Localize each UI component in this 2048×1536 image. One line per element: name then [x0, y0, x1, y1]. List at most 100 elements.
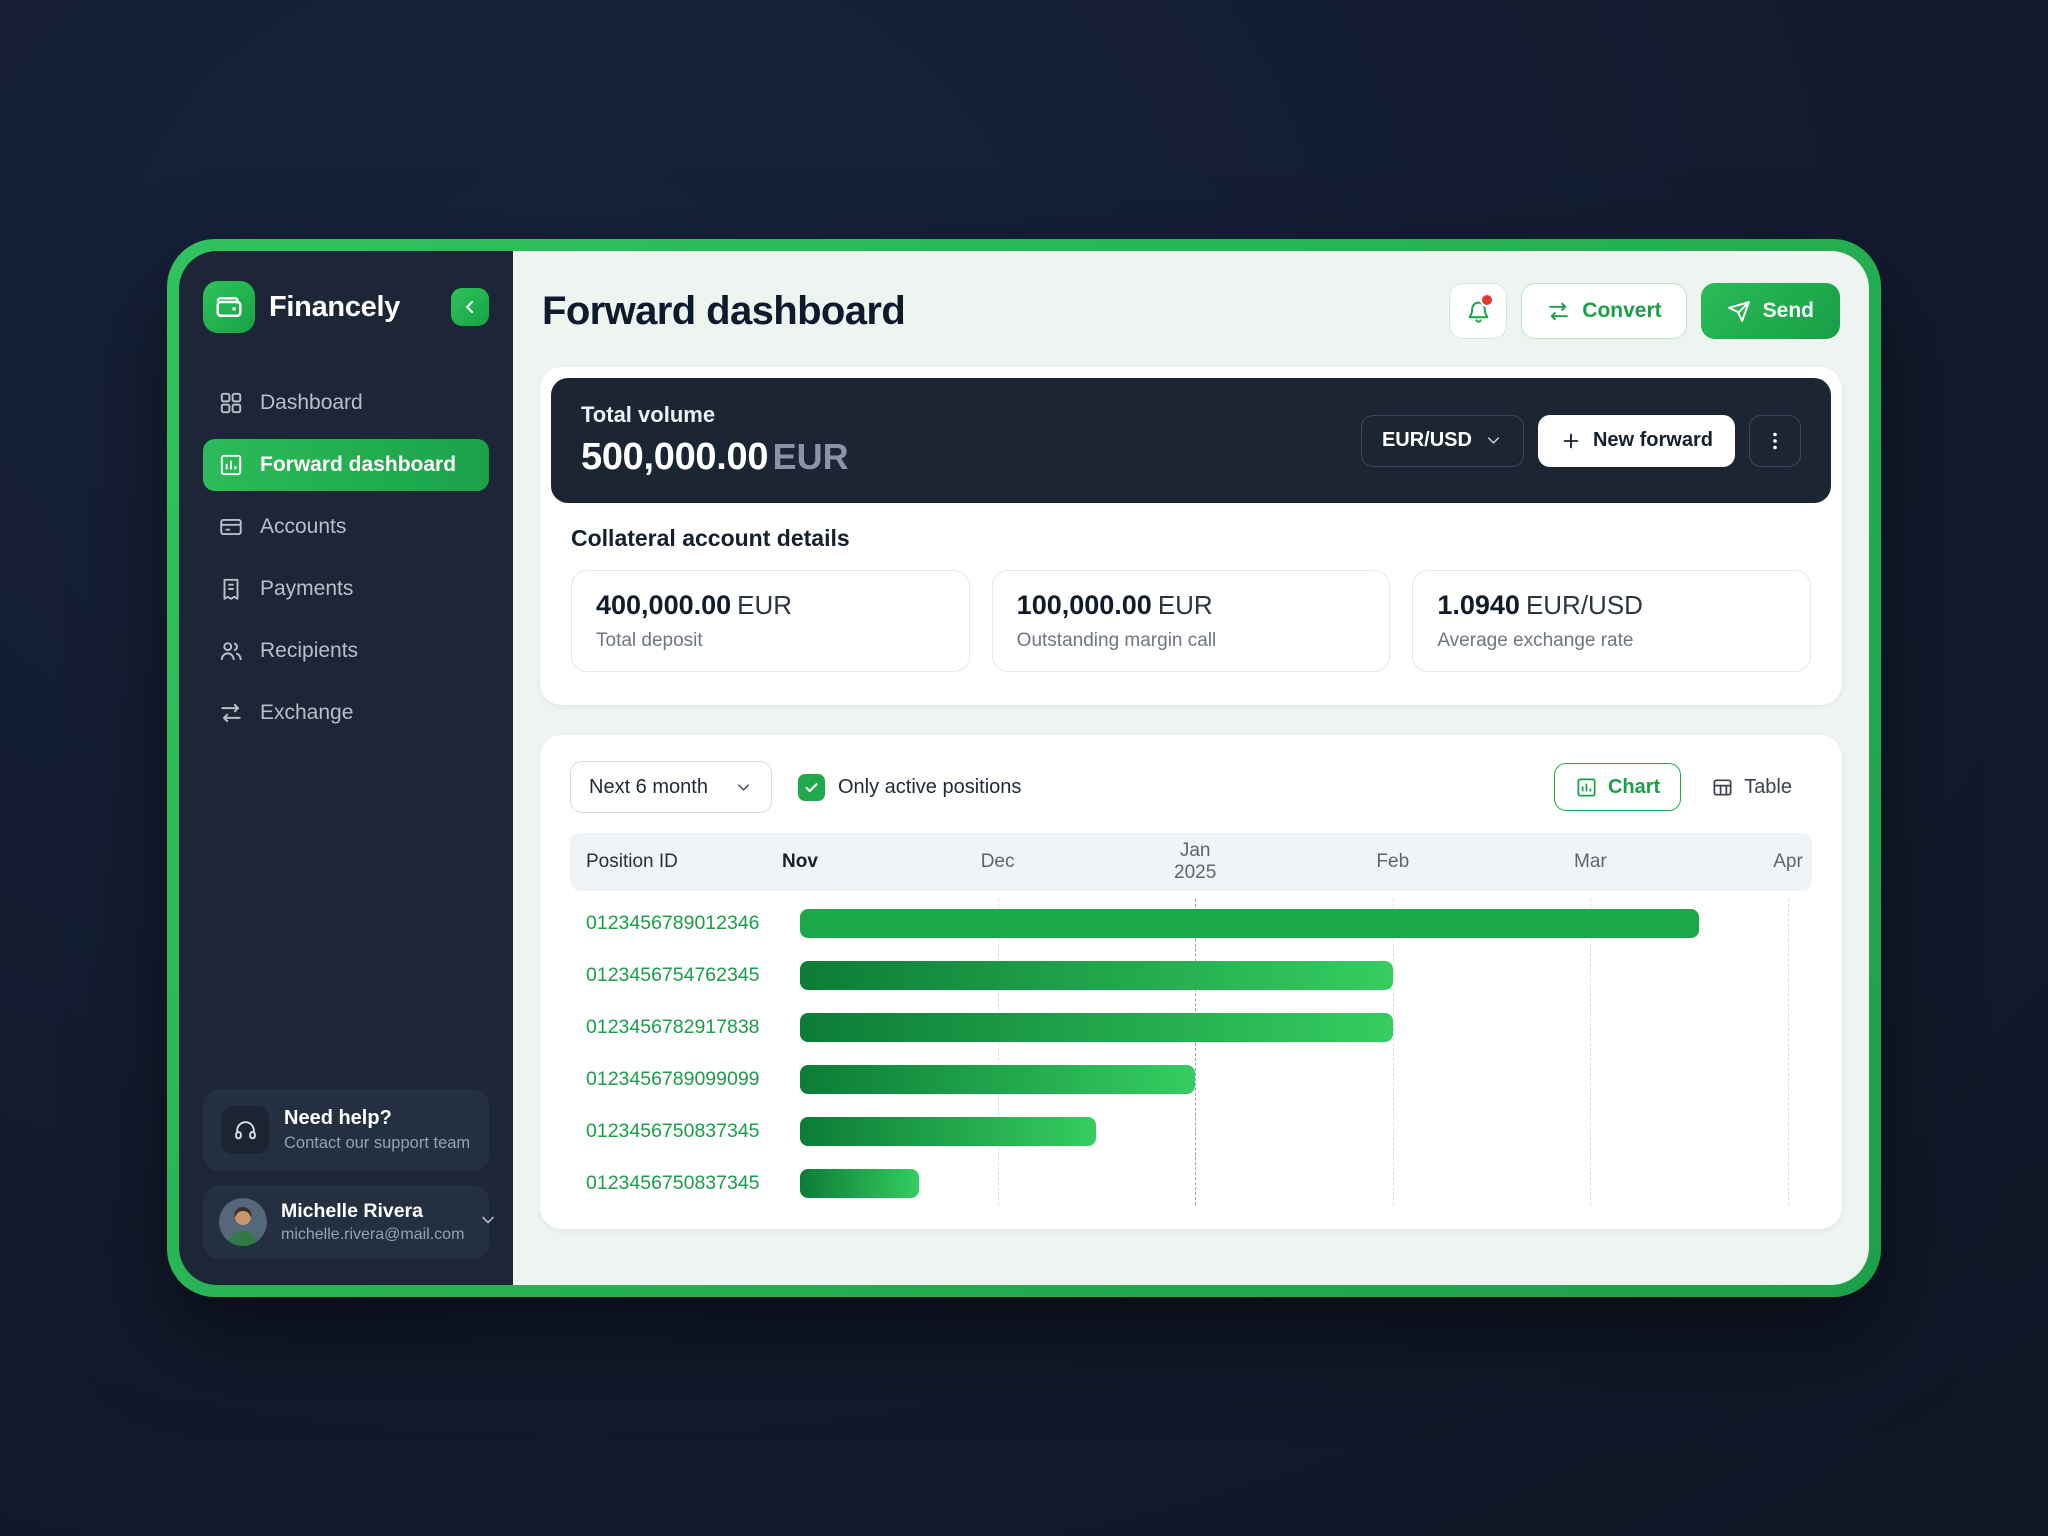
month-gridline-jan [1195, 899, 1197, 1205]
currency-pair-value: EUR/USD [1381, 429, 1472, 451]
gantt-plot-area [800, 897, 1789, 1209]
view-toggle: Chart Table [1553, 763, 1812, 811]
currency-pair-select[interactable]: EUR/USD [1360, 414, 1524, 467]
total-volume-amount: 500,000.00 [581, 436, 769, 478]
user-menu[interactable]: Michelle Rivera michelle.rivera@mail.com [203, 1185, 495, 1259]
send-icon [1727, 300, 1750, 322]
more-options-button[interactable] [1749, 414, 1801, 467]
bar-chart-icon [1577, 777, 1596, 797]
position-id-link[interactable]: 0123456754762345 [586, 963, 760, 986]
convert-button[interactable]: Convert [1521, 283, 1687, 339]
sidebar-item-label: Payments [260, 577, 354, 600]
position-id-link[interactable]: 0123456789099099 [586, 1067, 760, 1090]
chart-header-row: Position ID Nov Dec Jan 2025 Feb Mar Apr [570, 833, 1812, 891]
swap-arrows-icon [221, 703, 241, 723]
chevron-down-icon [737, 783, 750, 791]
month-tick: Jan 2025 [1174, 840, 1217, 883]
sidebar-collapse-button[interactable] [451, 288, 489, 326]
checkbox-checked[interactable] [798, 773, 825, 801]
sidebar-nav: Dashboard Forward dashboard Accounts Pay… [203, 377, 489, 739]
help-subtitle: Contact our support team [284, 1134, 471, 1152]
new-forward-button[interactable]: New forward [1537, 414, 1735, 467]
position-row [800, 1001, 1788, 1053]
total-volume-currency: EUR [772, 436, 849, 477]
position-bar[interactable] [800, 908, 1700, 938]
position-id-link[interactable]: 0123456750837345 [586, 1171, 760, 1194]
position-id-link[interactable]: 0123456782917838 [586, 1015, 760, 1038]
position-row [800, 1053, 1788, 1105]
date-range-select[interactable]: Next 6 month [570, 761, 772, 813]
chevron-down-icon[interactable] [478, 1210, 498, 1235]
position-bar[interactable] [800, 1168, 919, 1198]
grid-icon [220, 392, 242, 414]
month-axis: Nov Dec Jan 2025 Feb Mar Apr [782, 833, 1803, 891]
position-id-column: 0123456789012346 0123456754762345 012345… [570, 897, 800, 1209]
stat-unit: EUR [737, 590, 793, 620]
table-view-label: Table [1744, 775, 1792, 798]
help-title: Need help? [284, 1107, 392, 1129]
help-card[interactable]: Need help? Contact our support team [203, 1089, 489, 1171]
stat-unit: EUR/USD [1525, 590, 1643, 620]
sidebar: Financely Dashboard Forward dashboard [179, 251, 513, 1285]
brand-row: Financely [203, 281, 489, 333]
page-header: Forward dashboard Convert Send [542, 283, 1840, 339]
table-view-button[interactable]: Table [1691, 763, 1812, 811]
hero-controls: EUR/USD New forward [1360, 414, 1801, 467]
sidebar-bottom: Need help? Contact our support team Mich… [203, 1089, 495, 1259]
chart-view-button[interactable]: Chart [1553, 763, 1682, 811]
position-id-link[interactable]: 0123456750837345 [586, 1119, 760, 1142]
total-volume-card: Total volume 500,000.00 EUR EUR/USD [551, 378, 1831, 503]
stat-outstanding-margin-call: 100,000.00 EUR Outstanding margin call [991, 570, 1391, 672]
stat-caption: Outstanding margin call [1016, 630, 1217, 651]
sidebar-item-recipients[interactable]: Recipients [203, 625, 489, 677]
positions-gantt-chart: 0123456789012346 0123456754762345 012345… [570, 897, 1812, 1209]
position-id-link[interactable]: 0123456789012346 [586, 911, 760, 934]
kebab-menu-icon [1773, 432, 1777, 449]
sidebar-item-label: Accounts [260, 515, 347, 538]
position-bar[interactable] [800, 1012, 1393, 1042]
collateral-stats: 400,000.00 EUR Total deposit 100,000.00 EU… [571, 570, 1812, 672]
position-id-column-header: Position ID [586, 851, 678, 872]
sidebar-item-forward-dashboard[interactable]: Forward dashboard [203, 439, 489, 491]
check-icon [805, 782, 818, 792]
sidebar-item-exchange[interactable]: Exchange [203, 687, 489, 739]
sidebar-item-accounts[interactable]: Accounts [203, 501, 489, 553]
date-range-value: Next 6 month [589, 775, 708, 798]
convert-label: Convert [1582, 299, 1662, 322]
positions-card: Next 6 month Only active positions [540, 735, 1842, 1229]
sidebar-item-dashboard[interactable]: Dashboard [203, 377, 489, 429]
month-tick: Nov [782, 851, 818, 873]
position-bar[interactable] [800, 1064, 1196, 1094]
stat-average-exchange-rate: 1.0940 EUR/USD Average exchange rate [1412, 570, 1812, 672]
collateral-section: Collateral account details 400,000.00 EUR… [551, 503, 1831, 694]
filter-label: Only active positions [838, 775, 1022, 798]
notification-dot [1480, 293, 1495, 307]
page-title: Forward dashboard [542, 288, 906, 333]
send-button[interactable]: Send [1700, 283, 1840, 339]
avatar [219, 1198, 267, 1246]
sidebar-item-label: Dashboard [260, 391, 363, 414]
headset-icon [234, 1120, 256, 1139]
wallet-card-icon [220, 518, 242, 536]
notifications-button[interactable] [1449, 283, 1508, 339]
position-bar[interactable] [800, 1116, 1097, 1146]
position-row [800, 897, 1788, 949]
app-window: Financely Dashboard Forward dashboard [167, 239, 1881, 1297]
bell-icon [1468, 301, 1489, 323]
month-gridline [1590, 899, 1592, 1205]
user-email: michelle.rivera@mail.com [281, 1226, 465, 1243]
sidebar-item-payments[interactable]: Payments [203, 563, 489, 615]
table-icon [1713, 778, 1732, 796]
position-bar[interactable] [800, 960, 1393, 990]
stat-caption: Total deposit [596, 630, 703, 651]
wallet-logo-icon [216, 297, 242, 317]
sidebar-item-label: Exchange [260, 701, 354, 724]
chevron-left-icon [466, 301, 474, 313]
month-tick: Mar [1574, 851, 1607, 873]
chevron-down-icon [1487, 437, 1500, 444]
active-positions-filter[interactable]: Only active positions [798, 773, 1022, 801]
help-icon-box [221, 1106, 269, 1154]
people-icon [220, 642, 242, 661]
swap-arrows-icon [1549, 302, 1569, 320]
collateral-title: Collateral account details [571, 525, 850, 551]
